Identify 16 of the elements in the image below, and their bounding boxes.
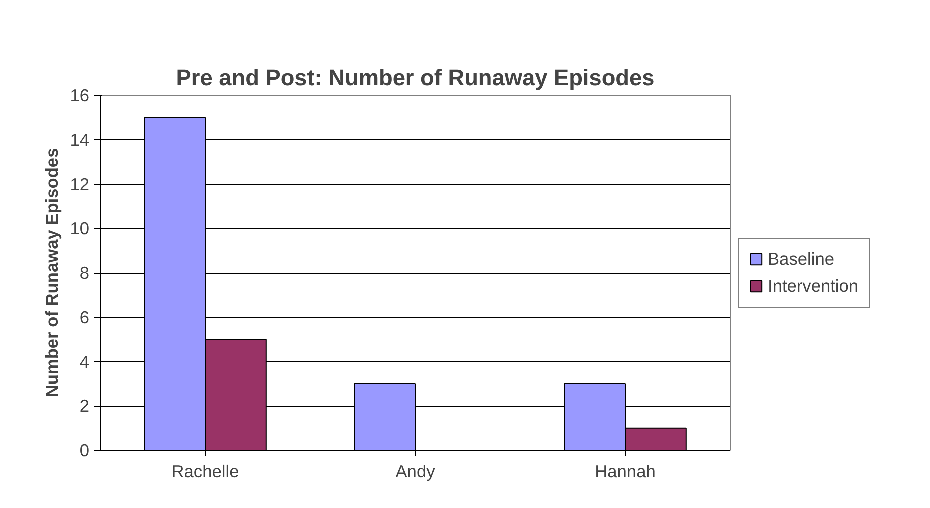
y-tick-label: 14: [70, 130, 90, 150]
x-tick-label: Andy: [396, 462, 436, 482]
legend-label: Baseline: [768, 248, 834, 270]
y-tick-label: 12: [70, 174, 90, 194]
x-tick-label: Rachelle: [172, 462, 240, 482]
x-tick-label: Hannah: [595, 462, 656, 482]
y-tick-label: 6: [80, 307, 90, 328]
y-tick-label: 2: [80, 396, 90, 416]
y-tick-label: 10: [70, 218, 90, 239]
y-axis-title: Number of Runaway Episodes: [42, 148, 62, 398]
legend-label: Intervention: [768, 276, 859, 296]
y-tick-label: 16: [70, 86, 90, 106]
y-tick-label: 8: [80, 263, 90, 283]
y-tick-label: 4: [80, 352, 90, 372]
chart-title: Pre and Post: Number of Runaway Episodes: [176, 64, 655, 90]
y-tick-label: 0: [80, 440, 90, 460]
